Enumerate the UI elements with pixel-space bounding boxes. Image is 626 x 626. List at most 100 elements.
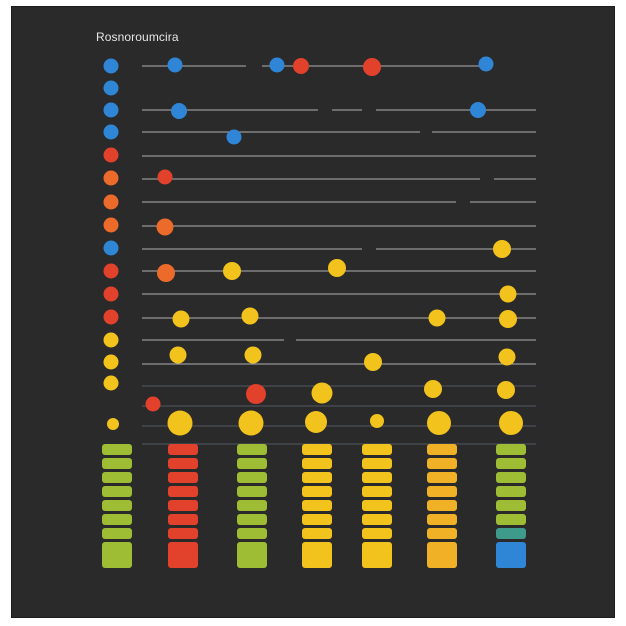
column-6-segment — [427, 486, 457, 497]
column-4-segment — [302, 542, 332, 568]
data-dot — [156, 218, 174, 236]
column-1-segment — [102, 458, 132, 469]
data-dot — [497, 381, 515, 399]
data-dot — [311, 382, 333, 404]
column-6-segment — [427, 528, 457, 539]
column-1-segment — [102, 486, 132, 497]
data-dot — [171, 103, 187, 119]
column-5-segment — [362, 486, 392, 497]
row-indicator-dot — [103, 124, 119, 140]
column-4-segment — [302, 486, 332, 497]
column-2-segment — [168, 528, 198, 539]
data-dot — [428, 309, 446, 327]
column-5-segment — [362, 542, 392, 568]
data-dot — [499, 411, 523, 435]
column-5-segment — [362, 472, 392, 483]
data-dot — [157, 264, 175, 282]
data-dot — [427, 411, 451, 435]
column-6-segment — [427, 514, 457, 525]
column-7-segment — [496, 444, 526, 455]
row-indicator-dot — [103, 309, 119, 325]
column-7-segment — [496, 514, 526, 525]
column-1-segment — [102, 528, 132, 539]
column-3-segment — [237, 458, 267, 469]
row-indicator-dot — [107, 418, 119, 430]
column-7-segment — [496, 458, 526, 469]
column-6-segment — [427, 444, 457, 455]
data-dot — [223, 262, 241, 280]
column-4-segment — [302, 514, 332, 525]
row-indicator-dot — [103, 170, 119, 186]
column-2-segment — [168, 542, 198, 568]
data-dot — [269, 57, 285, 73]
column-2-segment — [168, 500, 198, 511]
data-dot — [244, 346, 262, 364]
column-6-segment — [427, 542, 457, 568]
column-3-segment — [237, 528, 267, 539]
data-dot — [470, 102, 486, 118]
column-1-segment — [102, 514, 132, 525]
chart-title: Rosnoroumcira — [96, 30, 179, 44]
column-4-segment — [302, 500, 332, 511]
column-3-segment — [237, 444, 267, 455]
row-indicator-dot — [103, 217, 119, 233]
column-3-segment — [237, 472, 267, 483]
data-dot — [498, 348, 516, 366]
column-7-segment — [496, 528, 526, 539]
data-dot — [238, 410, 264, 436]
column-4-segment — [302, 444, 332, 455]
row-indicator-dot — [103, 375, 119, 391]
data-dot — [167, 57, 183, 73]
data-dot — [364, 353, 382, 371]
column-5-segment — [362, 444, 392, 455]
column-5-segment — [362, 528, 392, 539]
row-indicator-dot — [103, 263, 119, 279]
data-dot — [226, 129, 242, 145]
data-dot — [293, 58, 309, 74]
column-3-segment — [237, 500, 267, 511]
data-dot — [305, 411, 327, 433]
column-2-segment — [168, 472, 198, 483]
data-dot — [493, 240, 511, 258]
data-dot — [328, 259, 346, 277]
column-7-segment — [496, 486, 526, 497]
column-2-segment — [168, 444, 198, 455]
column-7-segment — [496, 500, 526, 511]
column-3-segment — [237, 542, 267, 568]
column-7-segment — [496, 542, 526, 568]
data-dot — [157, 169, 173, 185]
data-dot — [167, 410, 193, 436]
row-indicator-dot — [103, 332, 119, 348]
column-3-segment — [237, 486, 267, 497]
column-4-segment — [302, 458, 332, 469]
column-2-segment — [168, 458, 198, 469]
column-1-segment — [102, 500, 132, 511]
column-1-segment — [102, 444, 132, 455]
column-5-segment — [362, 514, 392, 525]
column-4-segment — [302, 472, 332, 483]
column-7-segment — [496, 472, 526, 483]
row-indicator-dot — [103, 147, 119, 163]
row-indicator-dot — [103, 58, 119, 74]
column-2-segment — [168, 514, 198, 525]
data-dot — [246, 384, 266, 404]
row-indicator-dot — [103, 240, 119, 256]
row-indicator-dot — [103, 354, 119, 370]
data-dot — [499, 285, 517, 303]
data-dot — [424, 380, 442, 398]
column-6-segment — [427, 500, 457, 511]
row-indicator-dot — [103, 102, 119, 118]
column-5-segment — [362, 458, 392, 469]
column-2-segment — [168, 486, 198, 497]
data-dot — [499, 310, 517, 328]
column-4-segment — [302, 528, 332, 539]
column-6-segment — [427, 458, 457, 469]
data-dot — [172, 310, 190, 328]
column-3-segment — [237, 514, 267, 525]
data-dot — [169, 346, 187, 364]
column-6-segment — [427, 472, 457, 483]
data-dot — [145, 396, 161, 412]
row-indicator-dot — [103, 286, 119, 302]
column-5-segment — [362, 500, 392, 511]
